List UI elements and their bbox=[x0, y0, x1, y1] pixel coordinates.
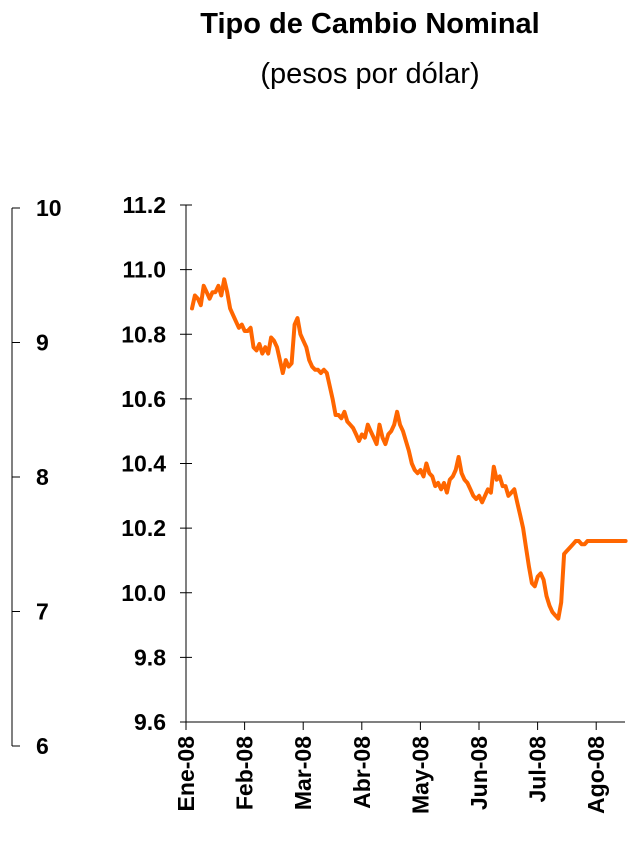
y-axis-tick-label: 10.2 bbox=[121, 515, 166, 541]
x-axis-tick-label: Feb-08 bbox=[232, 736, 258, 810]
y-axis-tick-label: 10.8 bbox=[121, 321, 166, 347]
x-axis-tick-label: Abr-08 bbox=[349, 736, 375, 809]
y-axis-tick-label: 11.2 bbox=[123, 192, 167, 218]
left-axis-tick-label: 9 bbox=[36, 330, 49, 356]
chart-subtitle: (pesos por dólar) bbox=[260, 58, 480, 90]
left-axis-tick-label: 7 bbox=[36, 599, 49, 625]
y-axis-tick-label: 9.6 bbox=[134, 709, 166, 735]
x-axis: Ene-08 Feb-08 Mar-08 Abr-08 May-08 Jun-08 Jul-… bbox=[173, 721, 625, 814]
y-axis-tick-label: 11.0 bbox=[123, 257, 167, 283]
x-axis-tick-label: May-08 bbox=[407, 736, 433, 814]
left-axis-tick-label: 8 bbox=[36, 464, 49, 490]
series-line bbox=[190, 277, 628, 621]
series-layer bbox=[190, 277, 628, 621]
x-axis-tick-label: Jul-08 bbox=[525, 736, 551, 803]
y-axis-tick-label: 10.6 bbox=[121, 386, 166, 412]
x-axis-tick-label: Mar-08 bbox=[290, 736, 316, 810]
left-axis-tick-label: 10 bbox=[36, 195, 62, 221]
x-axis-tick-label: Ago-08 bbox=[583, 736, 609, 814]
x-axis-tick-label: Jun-08 bbox=[466, 736, 492, 810]
x-axis-tick-label: Ene-08 bbox=[173, 736, 199, 812]
left-axis-tick-label: 6 bbox=[36, 733, 49, 759]
right-axis: 11.2 11.0 10.8 10.6 10.4 10.2 10.0 9.8 9.6 bbox=[121, 192, 192, 735]
y-axis-tick-label: 10.0 bbox=[121, 580, 166, 606]
y-axis-tick-label: 10.4 bbox=[121, 451, 166, 477]
y-axis-tick-label: 9.8 bbox=[134, 644, 166, 670]
chart-title: Tipo de Cambio Nominal bbox=[200, 8, 540, 40]
left-axis: 10 9 8 7 6 bbox=[11, 195, 62, 759]
